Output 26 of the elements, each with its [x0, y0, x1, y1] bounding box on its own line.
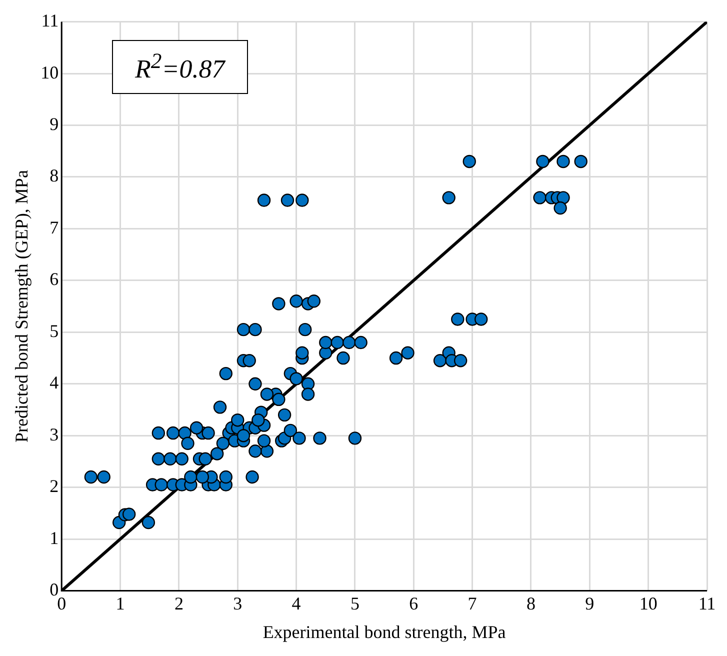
x-tick-label: 5: [350, 593, 360, 614]
y-tick-label: 6: [50, 269, 59, 290]
x-tick-label: 4: [292, 593, 301, 614]
y-tick-label: 10: [40, 62, 59, 82]
y-tick-label: 0: [50, 580, 59, 600]
y-tick-label: 2: [50, 476, 59, 496]
y-axis-title: Predicted bond Stremgth (GEP), MPa: [12, 170, 32, 443]
y-tick-label: 1: [50, 528, 59, 548]
x-tick-label: 2: [174, 593, 184, 614]
y-tick-label: 4: [50, 372, 59, 393]
y-tick-label: 5: [50, 320, 59, 341]
y-tick-label: 8: [50, 166, 59, 186]
x-tick-label: 10: [639, 593, 658, 614]
annotation: R$^{2}$=0.87: [112, 40, 248, 94]
x-tick-label: 11: [698, 593, 716, 614]
x-axis-title: Experimental bond strength, MPa: [262, 622, 506, 642]
y-tick-label: 11: [41, 10, 59, 31]
y-tick-label: 9: [50, 114, 59, 134]
x-tick-label: 7: [468, 593, 477, 614]
y-tick-label: 3: [50, 424, 59, 444]
y-tick-label: 7: [50, 217, 59, 238]
x-tick-label: 3: [233, 593, 242, 614]
x-tick-label: 1: [116, 593, 125, 614]
x-tick-label: 6: [409, 593, 418, 614]
x-tick-label: 8: [526, 593, 536, 614]
x-tick-label: 9: [585, 593, 594, 614]
